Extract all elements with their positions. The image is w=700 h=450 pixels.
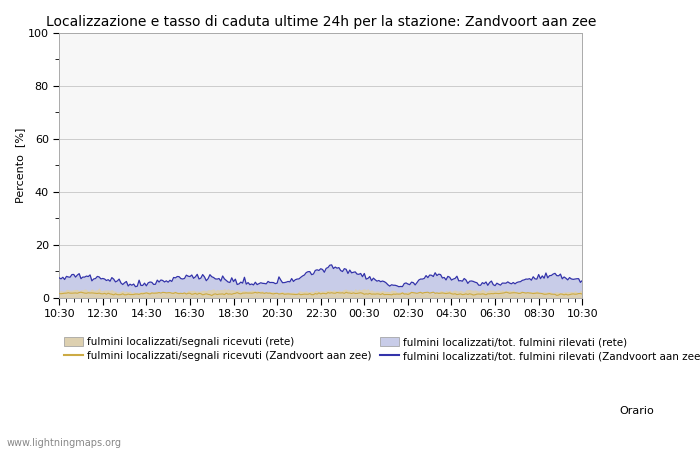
Y-axis label: Percento  [%]: Percento [%] [15,127,25,203]
Text: www.lightningmaps.org: www.lightningmaps.org [7,438,122,448]
Legend: fulmini localizzati/segnali ricevuti (rete), fulmini localizzati/segnali ricevut: fulmini localizzati/segnali ricevuti (re… [64,337,700,361]
Title: Localizzazione e tasso di caduta ultime 24h per la stazione: Zandvoort aan zee: Localizzazione e tasso di caduta ultime … [46,15,596,29]
Text: Orario: Orario [620,406,654,416]
